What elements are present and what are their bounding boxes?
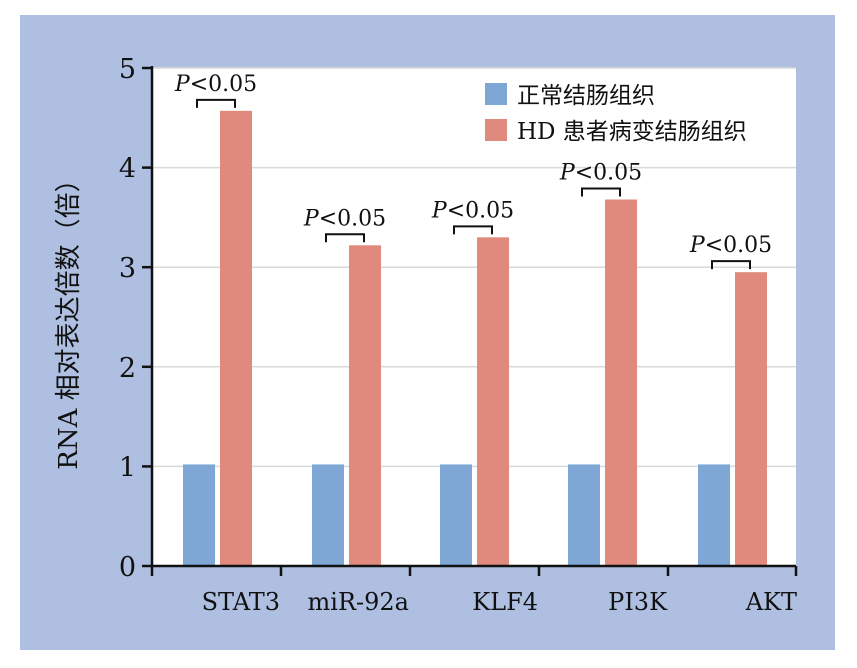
y-tick-label: 4 <box>119 154 136 185</box>
bar-hd-pi3k <box>605 199 637 567</box>
bar-normal-klf4 <box>440 464 472 566</box>
significance-bracket <box>453 225 493 235</box>
y-tick-label: 2 <box>119 353 136 384</box>
x-tick-label: STAT3 <box>202 588 280 616</box>
legend: 正常结肠组织 HD 患者病变结肠组织 <box>485 83 747 145</box>
significance-bracket <box>581 187 621 197</box>
legend-label-hd: HD 患者病变结肠组织 <box>517 119 747 145</box>
legend-swatch-hd <box>485 119 507 141</box>
x-tick-label: AKT <box>745 588 797 616</box>
significance-label: P<0.05 <box>559 160 642 185</box>
bar-normal-pi3k <box>568 464 600 566</box>
significance-label: P<0.05 <box>303 206 386 231</box>
gridlines <box>152 67 796 468</box>
bar-hd-akt <box>735 272 767 566</box>
significance-bracket <box>325 233 365 243</box>
x-tick-label: PI3K <box>608 588 668 616</box>
legend-label-normal: 正常结肠组织 <box>517 83 655 109</box>
bar-normal-akt <box>698 464 730 566</box>
significance-bracket <box>711 260 751 270</box>
significance-bracket <box>196 98 236 108</box>
significance-label: P<0.05 <box>174 72 257 97</box>
bar-hd-stat3 <box>220 110 252 566</box>
bars <box>183 110 767 567</box>
plot-area <box>152 68 796 566</box>
significance-annotations: P<0.05 P<0.05 P<0.05 P<0.05 P<0.05 <box>174 72 772 270</box>
y-axis-label: RNA 相对表达倍数（倍） <box>54 166 84 469</box>
y-tick-label: 3 <box>119 253 136 284</box>
bar-normal-stat3 <box>183 464 215 566</box>
y-tick-label: 5 <box>119 54 136 85</box>
y-tick-label: 1 <box>119 452 136 483</box>
y-tick-label: 0 <box>119 552 136 583</box>
significance-label: P<0.05 <box>689 233 772 258</box>
x-tick-label: miR-92a <box>308 588 409 616</box>
axes: 0 1 2 3 4 5 STAT3 miR-92a KLF4 PI3K AKT RNA 相对表达倍数（… <box>54 54 798 616</box>
bar-hd-mir-92a <box>349 245 381 566</box>
significance-label: P<0.05 <box>431 198 514 223</box>
bar-normal-mir-92a <box>312 464 344 566</box>
x-tick-label: KLF4 <box>472 588 538 616</box>
legend-swatch-normal <box>485 83 507 105</box>
bar-hd-klf4 <box>477 237 509 566</box>
